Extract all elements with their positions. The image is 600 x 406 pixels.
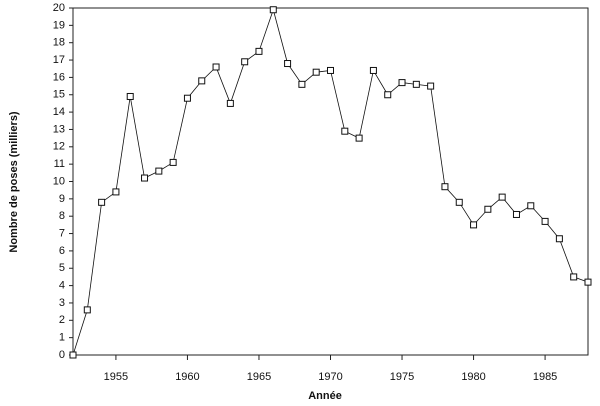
y-tick-label: 20 [53, 2, 65, 14]
y-tick-label: 6 [59, 245, 65, 257]
data-point [527, 202, 535, 210]
data-point [427, 82, 435, 90]
data-point [384, 91, 392, 99]
y-tick-label: 3 [59, 297, 65, 309]
y-tick-label: 12 [53, 141, 65, 153]
y-tick-label: 5 [59, 262, 65, 274]
data-point [298, 80, 306, 88]
data-point [555, 235, 563, 243]
x-tick-label: 1970 [318, 371, 342, 383]
y-tick-label: 4 [59, 280, 65, 292]
y-tick-label: 15 [53, 89, 65, 101]
y-axis-title: Nombre de poses (milliers) [8, 111, 20, 253]
data-point [212, 63, 220, 71]
y-tick-label: 0 [59, 349, 65, 361]
y-tick-label: 11 [54, 158, 65, 170]
y-tick-label: 13 [53, 123, 65, 135]
data-point [226, 99, 234, 107]
data-point [241, 58, 249, 66]
data-point [541, 217, 549, 225]
data-point [83, 306, 91, 314]
data-point [198, 77, 206, 85]
y-tick-label: 9 [59, 193, 65, 205]
x-tick-label: 1955 [104, 371, 128, 383]
data-point [398, 79, 406, 87]
x-tick-label: 1980 [461, 371, 485, 383]
data-point [327, 66, 334, 74]
y-tick-label: 16 [53, 71, 65, 83]
data-point [455, 198, 463, 206]
data-point [255, 47, 263, 55]
data-point [341, 127, 349, 135]
data-point [512, 210, 520, 218]
data-point [155, 167, 163, 175]
plot-frame [72, 7, 589, 356]
data-point [412, 80, 420, 88]
y-tick-label: 14 [53, 106, 65, 118]
data-point [284, 60, 292, 68]
data-point [369, 66, 377, 74]
data-point [141, 174, 149, 182]
data-line [72, 8, 589, 356]
x-tick-label: 1960 [175, 371, 199, 383]
y-tick-label: 17 [53, 54, 65, 66]
y-tick-label: 10 [53, 175, 65, 187]
data-point [126, 92, 134, 100]
data-point [584, 278, 592, 286]
data-point [470, 221, 478, 229]
data-point [112, 188, 120, 196]
x-tick-label: 1965 [247, 371, 271, 383]
data-point [183, 94, 191, 102]
data-point [441, 183, 449, 191]
y-tick-label: 8 [59, 210, 65, 222]
data-point [269, 6, 277, 14]
y-tick-label: 7 [59, 227, 65, 239]
data-point [498, 193, 506, 201]
x-tick-label: 1985 [533, 371, 557, 383]
y-tick-label: 19 [53, 19, 65, 31]
data-point [484, 205, 492, 213]
data-point [355, 134, 363, 142]
y-tick-label: 1 [59, 332, 65, 344]
data-point [169, 158, 177, 166]
data-point [69, 351, 77, 359]
x-axis-title: Année [308, 390, 342, 402]
data-point [312, 68, 320, 76]
y-tick-label: 18 [53, 37, 65, 49]
x-tick-label: 1975 [390, 371, 414, 383]
data-point [98, 198, 106, 206]
y-tick-label: 2 [59, 314, 65, 326]
data-point [570, 273, 578, 281]
